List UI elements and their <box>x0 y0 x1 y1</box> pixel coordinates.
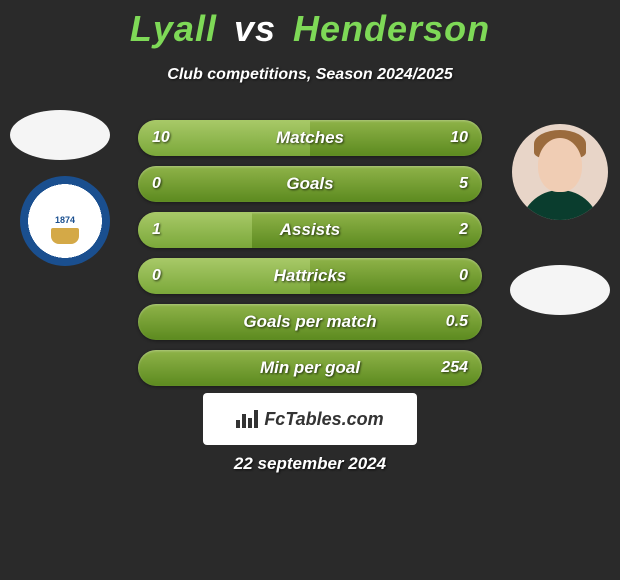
stat-bar: 0 Goals 5 <box>138 166 482 202</box>
stat-label: Matches <box>276 128 344 148</box>
stat-value-right: 0 <box>459 267 468 285</box>
player1-name: Lyall <box>130 8 217 49</box>
club-badge-inner: 1874 <box>34 190 96 252</box>
player1-club-badge: 1874 <box>20 176 110 266</box>
stat-value-left: 0 <box>152 267 161 285</box>
stat-label: Min per goal <box>260 358 360 378</box>
stat-label: Hattricks <box>274 266 347 286</box>
club-badge-year: 1874 <box>55 215 75 225</box>
barchart-icon <box>236 410 258 428</box>
stat-label: Goals per match <box>243 312 376 332</box>
stat-bar: 0 Hattricks 0 <box>138 258 482 294</box>
player2-jersey <box>520 190 600 220</box>
stat-value-right: 10 <box>450 129 468 147</box>
stat-value-right: 0.5 <box>446 313 468 331</box>
stats-bars-container: 10 Matches 10 0 Goals 5 1 Assists 2 0 Ha… <box>138 120 482 396</box>
stat-label: Goals <box>286 174 333 194</box>
player1-avatar-placeholder <box>10 110 110 160</box>
stat-value-right: 2 <box>459 221 468 239</box>
stat-value-left: 0 <box>152 175 161 193</box>
stat-bar: 1 Assists 2 <box>138 212 482 248</box>
source-brand: FcTables.com <box>264 409 383 430</box>
comparison-title: Lyall vs Henderson <box>0 0 620 50</box>
player2-photo <box>512 124 608 220</box>
snapshot-date: 22 september 2024 <box>0 454 620 474</box>
club-badge-ship-icon <box>51 228 79 244</box>
stat-value-left: 10 <box>152 129 170 147</box>
stat-value-left: 1 <box>152 221 161 239</box>
player2-club-placeholder <box>510 265 610 315</box>
stat-bar: 10 Matches 10 <box>138 120 482 156</box>
player2-name: Henderson <box>293 8 490 49</box>
stat-bar: Min per goal 254 <box>138 350 482 386</box>
stat-value-right: 254 <box>441 359 468 377</box>
player2-face <box>538 138 582 192</box>
subtitle: Club competitions, Season 2024/2025 <box>0 66 620 84</box>
stat-bar: Goals per match 0.5 <box>138 304 482 340</box>
vs-label: vs <box>234 8 276 49</box>
stat-value-right: 5 <box>459 175 468 193</box>
stat-label: Assists <box>280 220 340 240</box>
source-badge: FcTables.com <box>203 393 417 445</box>
